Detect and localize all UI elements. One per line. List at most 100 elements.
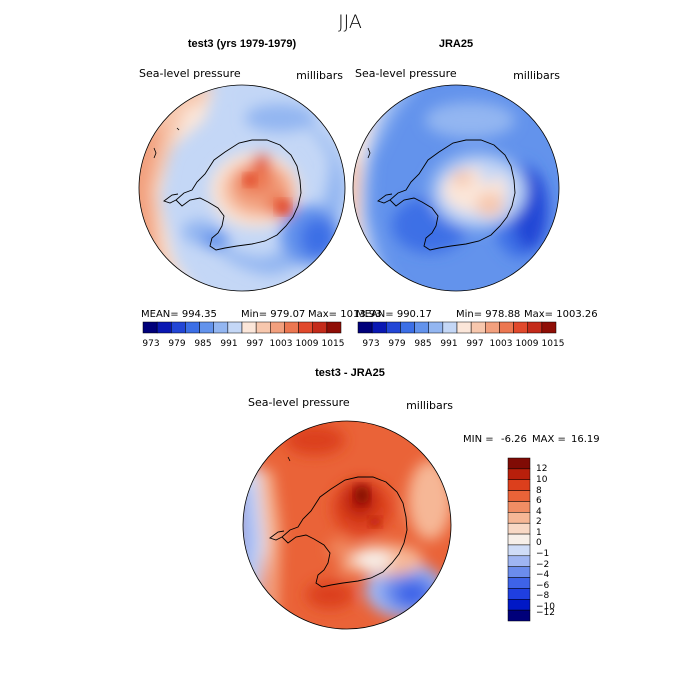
difference-colorbar-tick: −4 bbox=[536, 570, 550, 580]
difference-colorbar-tick: −12 bbox=[536, 608, 555, 618]
right-colorbar-tick: 997 bbox=[466, 339, 483, 349]
left-colorbar-swatch bbox=[270, 321, 285, 334]
left-colorbar-tick: 997 bbox=[246, 339, 263, 349]
difference-colorbar-swatch bbox=[507, 577, 531, 589]
left-map-units: millibars bbox=[296, 69, 343, 82]
left-map-min: Min= 979.07 bbox=[241, 309, 305, 320]
difference-colorbar-tick: 10 bbox=[536, 475, 548, 485]
left-colorbar-swatch bbox=[185, 321, 200, 334]
difference-colorbar-swatch bbox=[507, 588, 531, 600]
left-map-field bbox=[139, 85, 345, 291]
right-colorbar-swatch bbox=[527, 321, 543, 334]
difference-colorbar-swatch bbox=[507, 533, 531, 546]
right-map-min: Min= 978.88 bbox=[456, 309, 520, 320]
difference-colorbar-tick: −2 bbox=[536, 560, 549, 570]
left-colorbar-swatch bbox=[142, 321, 158, 334]
left-map-coastline bbox=[175, 139, 302, 251]
difference-colorbar bbox=[507, 457, 531, 622]
right-map-max: Max= 1003.26 bbox=[524, 309, 598, 320]
difference-min-label: MIN = bbox=[463, 434, 494, 445]
right-colorbar-tick: 991 bbox=[440, 339, 457, 349]
right-colorbar-swatch bbox=[371, 321, 387, 334]
left-colorbar-tick: 1003 bbox=[270, 339, 293, 349]
left-colorbar-tick: 979 bbox=[168, 339, 185, 349]
right-map-units: millibars bbox=[513, 69, 560, 82]
left-panel: test3 (yrs 1979-1979) Sea-level pressure… bbox=[138, 38, 382, 349]
left-colorbar-tick: 973 bbox=[142, 339, 159, 349]
right-map-mean: MEAN= 990.17 bbox=[356, 309, 432, 320]
left-colorbar-ticks: 973 979 985 991 997 1003 1009 1015 bbox=[142, 339, 344, 349]
left-map-title: test3 (yrs 1979-1979) bbox=[188, 38, 297, 50]
right-colorbar-tick: 1003 bbox=[490, 339, 513, 349]
difference-colorbar-tick: 4 bbox=[536, 507, 542, 517]
difference-colorbar-ticks: 12 10 8 6 4 2 1 0 −1 −2 −4 −6 −8 −10 −12 bbox=[536, 464, 555, 618]
difference-colorbar-swatch bbox=[507, 501, 531, 513]
right-colorbar-swatch bbox=[541, 321, 557, 334]
right-colorbar-tick: 973 bbox=[362, 339, 379, 349]
left-colorbar-swatch bbox=[227, 321, 243, 334]
right-colorbar-swatch bbox=[414, 321, 429, 334]
right-colorbar-swatch bbox=[400, 321, 415, 334]
difference-map-variable: Sea-level pressure bbox=[248, 396, 350, 409]
difference-panel: test3 - JRA25 Sea-level pressure milliba… bbox=[242, 367, 600, 630]
right-colorbar-swatch bbox=[442, 321, 458, 334]
right-colorbar-swatch bbox=[456, 321, 472, 334]
difference-colorbar-tick: −6 bbox=[536, 581, 550, 591]
difference-max: 16.19 bbox=[571, 434, 600, 445]
difference-min: -6.26 bbox=[501, 434, 527, 445]
difference-colorbar-tick: 0 bbox=[536, 538, 542, 548]
difference-colorbar-swatch bbox=[507, 479, 531, 491]
page-title: JJA bbox=[338, 11, 362, 33]
left-colorbar-swatch bbox=[312, 321, 328, 334]
difference-colorbar-tick: 6 bbox=[536, 496, 542, 506]
difference-colorbar-tick: −10 bbox=[536, 602, 555, 612]
right-map-field bbox=[353, 85, 559, 291]
right-colorbar-tick: 1009 bbox=[516, 339, 539, 349]
difference-colorbar-swatch bbox=[507, 599, 531, 611]
left-colorbar bbox=[142, 321, 342, 334]
difference-colorbar-tick: 8 bbox=[536, 486, 542, 496]
left-colorbar-tick: 1015 bbox=[322, 339, 345, 349]
difference-map-title: test3 - JRA25 bbox=[315, 367, 385, 379]
right-colorbar-swatch bbox=[470, 321, 486, 334]
difference-colorbar-swatch bbox=[507, 457, 531, 470]
left-colorbar-swatch bbox=[326, 321, 342, 334]
right-colorbar-swatch bbox=[499, 321, 514, 334]
left-colorbar-swatch bbox=[255, 321, 271, 334]
difference-map-coastline bbox=[281, 476, 408, 588]
difference-colorbar-swatch bbox=[507, 512, 531, 524]
right-map-title: JRA25 bbox=[439, 38, 473, 50]
difference-colorbar-tick: −8 bbox=[536, 591, 550, 601]
right-colorbar-swatch bbox=[357, 321, 373, 334]
right-colorbar-ticks: 973 979 985 991 997 1003 1009 1015 bbox=[362, 339, 564, 349]
right-panel: JRA25 Sea-level pressure millibars bbox=[352, 38, 598, 349]
left-map-variable: Sea-level pressure bbox=[139, 67, 241, 80]
difference-colorbar-swatch bbox=[507, 555, 531, 567]
left-colorbar-tick: 985 bbox=[194, 339, 211, 349]
difference-colorbar-tick: 1 bbox=[536, 528, 542, 538]
left-colorbar-swatch bbox=[199, 321, 214, 334]
right-map-coastline bbox=[389, 139, 516, 251]
left-map-border bbox=[138, 84, 346, 292]
difference-map-units: millibars bbox=[406, 399, 453, 412]
right-map-border bbox=[352, 84, 560, 292]
difference-colorbar-tick: 2 bbox=[536, 517, 542, 527]
left-colorbar-swatch bbox=[284, 321, 299, 334]
difference-colorbar-swatch bbox=[507, 490, 531, 502]
difference-colorbar-swatch bbox=[507, 566, 531, 578]
right-colorbar-tick: 985 bbox=[414, 339, 431, 349]
difference-colorbar-tick: −1 bbox=[536, 549, 549, 559]
difference-colorbar-tick: 12 bbox=[536, 464, 547, 474]
difference-colorbar-swatch bbox=[507, 609, 531, 622]
left-map-max: Max= 1013.93 bbox=[308, 309, 382, 320]
difference-colorbar-swatch bbox=[507, 468, 531, 480]
difference-max-label: MAX = bbox=[532, 434, 566, 445]
difference-map-field bbox=[243, 421, 451, 629]
difference-map-border bbox=[242, 420, 452, 630]
difference-colorbar-swatch bbox=[507, 522, 531, 535]
left-colorbar-tick: 1009 bbox=[296, 339, 319, 349]
right-colorbar-swatch bbox=[485, 321, 500, 334]
left-map-mean: MEAN= 994.35 bbox=[141, 309, 217, 320]
left-colorbar-swatch bbox=[298, 321, 313, 334]
